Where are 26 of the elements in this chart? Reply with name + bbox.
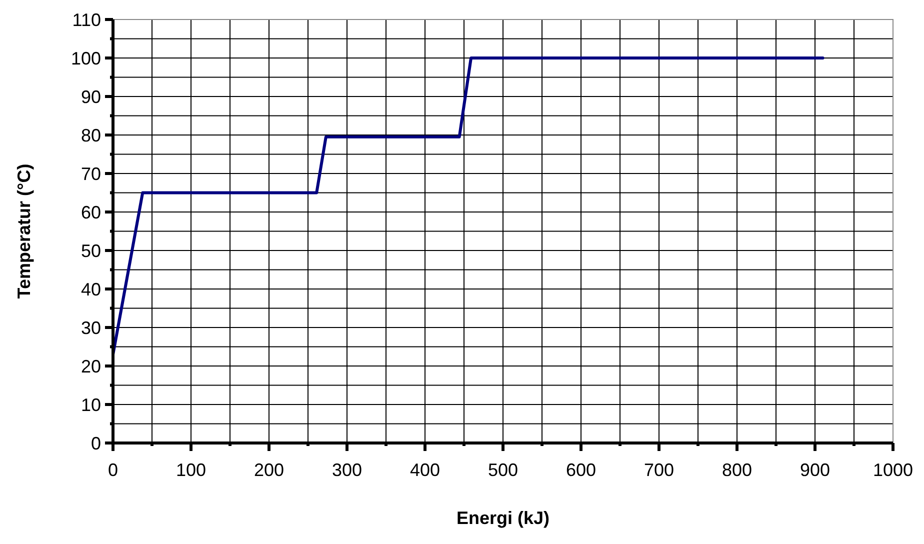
x-tick-label: 900	[800, 460, 830, 480]
x-tick-label: 800	[722, 460, 752, 480]
y-tick-label: 10	[80, 394, 101, 415]
y-tick-label: 60	[80, 202, 101, 222]
x-tick-label: 0	[108, 460, 118, 480]
x-tick-label: 100	[176, 460, 206, 480]
x-axis-title: Energi (kJ)	[456, 508, 550, 528]
x-tick-label: 600	[566, 460, 596, 480]
y-tick-label: 80	[80, 125, 101, 146]
y-tick-label: 50	[80, 240, 101, 261]
x-tick-label: 300	[332, 460, 362, 480]
y-tick-label: 90	[80, 86, 101, 107]
y-tick-label: 110	[72, 10, 101, 30]
y-axis-title: Temperatur (°C)	[14, 164, 34, 299]
y-tick-label: 100	[70, 48, 101, 68]
y-tick-label: 0	[90, 433, 101, 454]
line-series	[112, 56, 824, 356]
y-tick-label: 30	[80, 318, 101, 338]
x-tick-label: 200	[254, 460, 284, 480]
y-tick-label: 40	[80, 279, 101, 300]
x-tick-label: 500	[488, 460, 518, 480]
x-tick-label: 700	[644, 460, 674, 480]
y-tick-label: 20	[80, 356, 101, 376]
x-tick-label: 400	[410, 460, 440, 480]
y-tick-label: 70	[80, 164, 101, 184]
x-tick-label: 1000	[872, 460, 914, 480]
